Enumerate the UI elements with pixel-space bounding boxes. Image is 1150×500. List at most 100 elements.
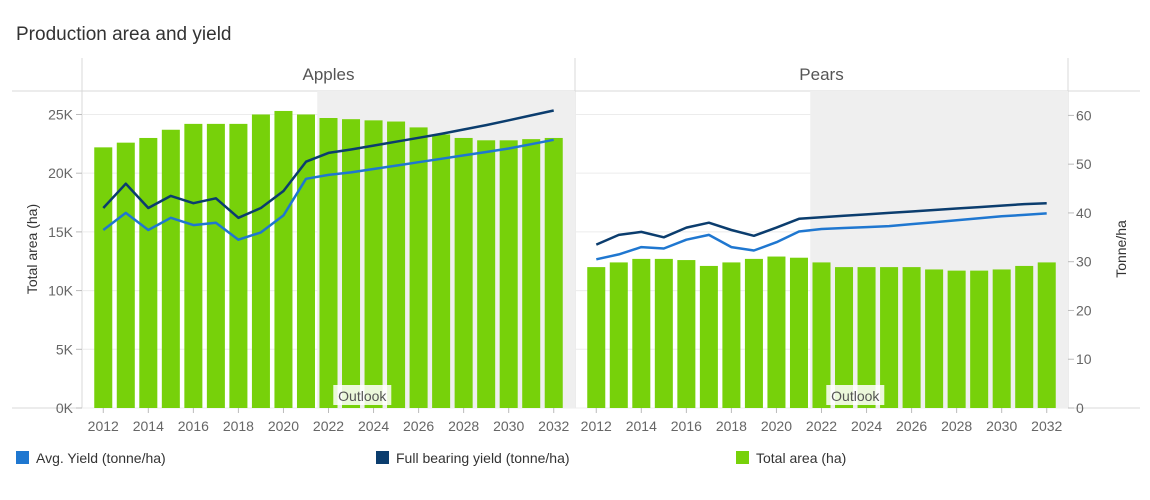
legend-swatch <box>16 451 29 464</box>
legend-swatch <box>376 451 389 464</box>
x-tick-label: 2030 <box>986 418 1017 434</box>
bar-total-area <box>454 137 473 409</box>
x-tick-label: 2032 <box>1031 418 1062 434</box>
line-full-bearing-yield <box>595 201 1047 246</box>
bar-total-area <box>970 270 989 408</box>
y2-tick-label: 50 <box>1076 156 1092 172</box>
outlook-label: Outlook <box>831 388 880 404</box>
x-tick-label: 2020 <box>268 418 299 434</box>
legend-swatch <box>736 451 749 464</box>
bar-total-area <box>409 127 428 408</box>
bar-total-area <box>94 147 113 408</box>
outlook-label: Outlook <box>338 388 387 404</box>
bar-total-area <box>835 267 854 408</box>
bar-total-area <box>812 262 831 408</box>
y2-axis-title: Tonne/ha <box>1113 220 1129 278</box>
bar-total-area <box>251 114 270 409</box>
x-tick-label: 2016 <box>178 418 209 434</box>
x-tick-label: 2018 <box>223 418 254 434</box>
x-tick-label: 2024 <box>851 418 882 434</box>
bar-total-area <box>274 110 293 408</box>
bar-total-area <box>767 256 786 408</box>
x-tick-label: 2024 <box>358 418 389 434</box>
outlook-label-bg <box>826 385 885 405</box>
y2-tick-label: 60 <box>1076 107 1092 123</box>
bar-total-area <box>947 270 966 408</box>
y-tick-label: 15K <box>48 224 74 240</box>
x-tick-label: 2028 <box>941 418 972 434</box>
y2-tick-label: 40 <box>1076 205 1092 221</box>
bar-total-area <box>654 258 673 408</box>
bar-total-area <box>184 123 203 408</box>
line-full-bearing-yield <box>102 109 554 220</box>
bar-total-area <box>522 139 541 409</box>
y-tick-label: 20K <box>48 165 74 181</box>
bar-total-area <box>477 140 496 409</box>
x-tick-label: 2014 <box>626 418 657 434</box>
bar-total-area <box>1037 262 1056 408</box>
legend-label: Avg. Yield (tonne/ha) <box>36 450 166 466</box>
y2-tick-label: 10 <box>1076 351 1092 367</box>
panel-pears: Pears Outlook 2012 2014 2016 2018 2020 2022 2024… <box>581 65 1068 434</box>
legend: Avg. Yield (tonne/ha) Full bearing yield … <box>16 450 846 466</box>
panel-apples: Apples Outlook 2012 2014 2016 2018 2020 2022 202… <box>88 65 575 434</box>
bar-total-area <box>319 118 338 409</box>
bar-total-area <box>206 123 225 408</box>
x-tick-label: 2026 <box>403 418 434 434</box>
bar-total-area <box>432 134 451 408</box>
legend-label: Full bearing yield (tonne/ha) <box>396 450 570 466</box>
bar-total-area <box>499 140 518 409</box>
panel-layer: Apples Outlook 2012 2014 2016 2018 2020 2022 202… <box>88 65 1068 434</box>
bar-total-area <box>992 269 1011 408</box>
bar-total-area <box>387 121 406 408</box>
x-tick-label: 2014 <box>133 418 164 434</box>
bar-total-area <box>544 137 563 409</box>
x-tick-label: 2020 <box>761 418 792 434</box>
bar-total-area <box>677 260 696 408</box>
x-tick-label: 2032 <box>538 418 569 434</box>
bar-total-area <box>1015 265 1034 408</box>
x-tick-label: 2026 <box>896 418 927 434</box>
axis-layer: 0K 5K 10K 15K 20K 25K 0 10 20 30 40 50 60 <box>48 106 1092 416</box>
x-tick-label: 2012 <box>581 418 612 434</box>
x-tick-label: 2016 <box>671 418 702 434</box>
bar-total-area <box>699 265 718 408</box>
bar-total-area <box>722 262 741 408</box>
x-tick-label: 2022 <box>806 418 837 434</box>
bar-total-area <box>857 267 876 408</box>
bar-total-area <box>116 142 135 409</box>
panel-title: Apples <box>303 65 355 84</box>
bar-total-area <box>925 269 944 408</box>
x-tick-label: 2022 <box>313 418 344 434</box>
bar-total-area <box>880 267 899 408</box>
y-tick-label: 25K <box>48 106 74 122</box>
panel-title: Pears <box>799 65 843 84</box>
bar-total-area <box>139 137 158 409</box>
bar-total-area <box>364 120 383 408</box>
line-avg-yield <box>102 138 554 241</box>
line-avg-yield <box>596 212 1047 261</box>
y-axis-title: Total area (ha) <box>24 204 40 294</box>
legend-label: Total area (ha) <box>756 450 846 466</box>
x-tick-label: 2030 <box>493 418 524 434</box>
chart-title: Production area and yield <box>16 24 231 45</box>
outlook-label-bg <box>333 385 392 405</box>
x-tick-label: 2028 <box>448 418 479 434</box>
bar-total-area <box>902 267 921 408</box>
bar-total-area <box>609 262 628 408</box>
bar-total-area <box>161 129 180 408</box>
y-tick-label: 0K <box>56 400 74 416</box>
x-tick-label: 2012 <box>88 418 119 434</box>
y2-tick-label: 30 <box>1076 254 1092 270</box>
bar-total-area <box>342 119 361 408</box>
y-tick-label: 10K <box>48 283 74 299</box>
y-tick-label: 5K <box>56 341 74 357</box>
bar-total-area <box>789 257 808 408</box>
x-tick-label: 2018 <box>716 418 747 434</box>
y2-tick-label: 20 <box>1076 302 1092 318</box>
bar-total-area <box>744 258 763 408</box>
y2-tick-label: 0 <box>1076 400 1084 416</box>
bar-total-area <box>229 123 248 408</box>
bar-total-area <box>587 267 606 408</box>
